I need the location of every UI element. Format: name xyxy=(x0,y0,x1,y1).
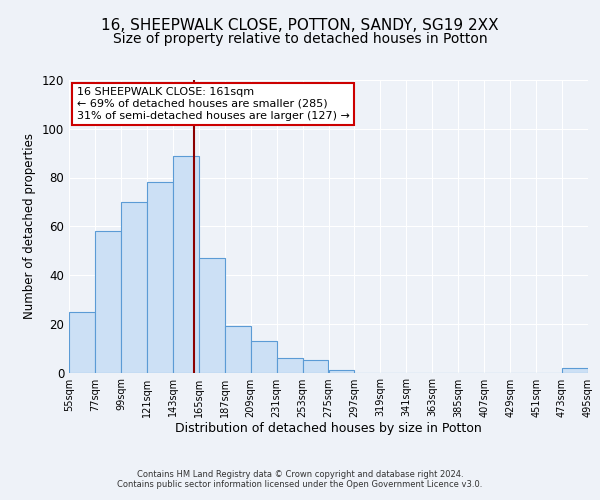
Bar xyxy=(562,368,588,372)
Bar xyxy=(302,360,329,372)
Y-axis label: Number of detached properties: Number of detached properties xyxy=(23,133,36,320)
Bar xyxy=(95,231,121,372)
Bar xyxy=(251,341,277,372)
Text: Size of property relative to detached houses in Potton: Size of property relative to detached ho… xyxy=(113,32,487,46)
Bar xyxy=(173,156,199,372)
Bar xyxy=(69,312,95,372)
Bar xyxy=(224,326,251,372)
X-axis label: Distribution of detached houses by size in Potton: Distribution of detached houses by size … xyxy=(175,422,482,436)
Text: 16 SHEEPWALK CLOSE: 161sqm
← 69% of detached houses are smaller (285)
31% of sem: 16 SHEEPWALK CLOSE: 161sqm ← 69% of deta… xyxy=(77,88,350,120)
Bar xyxy=(329,370,355,372)
Bar xyxy=(199,258,224,372)
Text: Contains HM Land Registry data © Crown copyright and database right 2024.
Contai: Contains HM Land Registry data © Crown c… xyxy=(118,470,482,489)
Text: 16, SHEEPWALK CLOSE, POTTON, SANDY, SG19 2XX: 16, SHEEPWALK CLOSE, POTTON, SANDY, SG19… xyxy=(101,18,499,32)
Bar xyxy=(277,358,302,372)
Bar xyxy=(121,202,147,372)
Bar xyxy=(147,182,173,372)
